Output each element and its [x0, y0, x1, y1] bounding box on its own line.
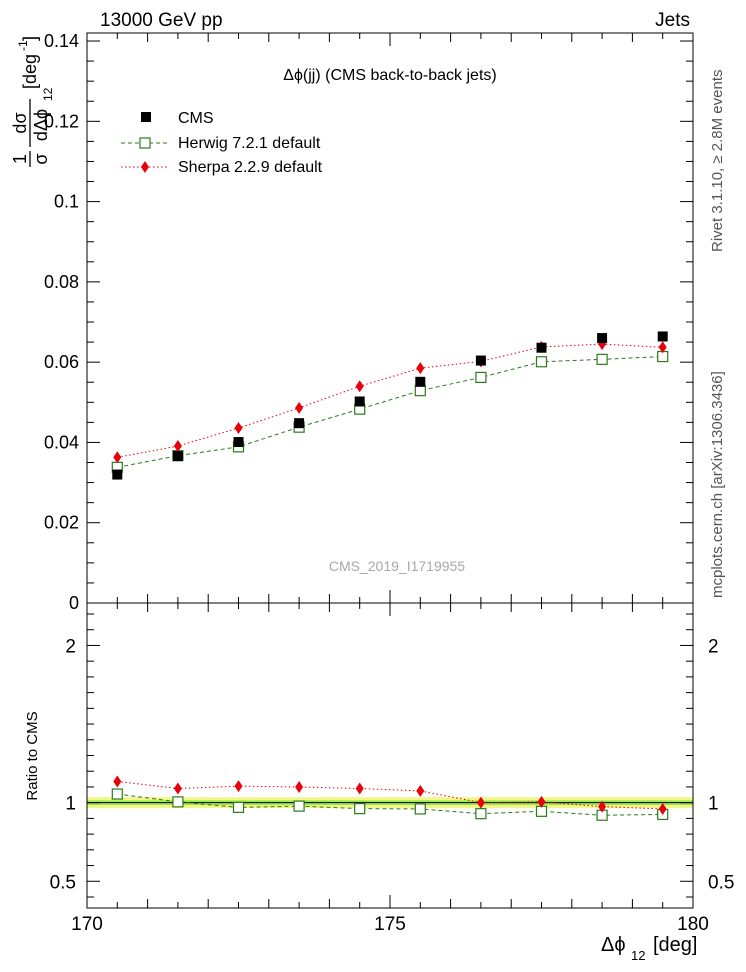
sherpa-main-point [295, 401, 304, 414]
sherpa-main-point [173, 440, 182, 453]
sherpa-main-point [416, 362, 425, 375]
ylabel-unit: [deg [20, 54, 40, 89]
ratio-y-tick-label: 0.5 [50, 872, 76, 893]
ylabel-prefix-den: σ [31, 153, 51, 164]
xlabel-sub: 12 [631, 948, 645, 963]
x-tick-label: 175 [374, 914, 406, 935]
sherpa-main-line [117, 343, 663, 458]
cms-main-point [415, 376, 426, 387]
cms-main-point [597, 333, 608, 344]
sherpa-ratio-line [117, 780, 663, 810]
cms-main-point [657, 331, 668, 342]
cms-main-point [475, 355, 486, 366]
sherpa-ratio-point [355, 782, 364, 795]
ratio-y-tick-label-right: 1 [708, 794, 719, 815]
sherpa-ratio-point [537, 795, 546, 808]
ratio-y-axis-title: Ratio to CMS [24, 711, 41, 800]
herwig-ratio-point [414, 803, 426, 815]
ylabel-frac-num: dσ [10, 112, 30, 133]
x-tick-label: 170 [71, 914, 103, 935]
main-y-tick-label: 0.08 [44, 272, 79, 292]
sherpa-ratio-point [234, 780, 243, 793]
main-y-tick-label: 0.06 [44, 352, 79, 372]
herwig-ratio-point [111, 788, 123, 800]
herwig-ratio-point [354, 803, 366, 815]
ratio-panel: 0.5 0.5 1 1 2 2 170 175 180 Ratio to CMS [24, 602, 734, 935]
sherpa-ratio-point [598, 800, 607, 813]
cms-main-point [536, 342, 547, 353]
rivet-info: Rivet 3.1.10, ≥ 2.8M events [709, 70, 726, 253]
sherpa-ratio-point [416, 784, 425, 797]
herwig-main-line [117, 356, 663, 468]
cms-main-point [354, 396, 365, 407]
main-y-tick-label: 0.14 [44, 31, 79, 51]
legend-marker-sherpa [141, 161, 149, 173]
main-y-tick-label: 0.02 [44, 513, 79, 533]
main-y-tick-label: 0 [69, 593, 79, 613]
x-tick-label: 180 [677, 914, 709, 935]
ylabel-sub: 12 [41, 87, 55, 101]
mcplots-info: mcplots.cern.ch [arXiv:1306.3436] [709, 371, 726, 598]
xlabel-main: Δϕ [601, 934, 626, 956]
ratio-frame [86, 602, 694, 909]
sherpa-ratio-point [113, 775, 122, 788]
main-y-axis-title: 1 σ dσ dΔϕ 12 [deg -1 ] [10, 36, 55, 167]
cms-main-point [294, 418, 305, 429]
ratio-y-axis: 0.5 0.5 1 1 2 2 [50, 613, 734, 898]
legend-marker-cms [141, 112, 151, 122]
ratio-series-layer [111, 775, 669, 821]
ylabel-frac-den: dΔϕ [31, 109, 51, 141]
ratio-x-axis: 170 175 180 [71, 603, 709, 935]
header-left: 13000 GeV pp [100, 10, 223, 31]
herwig-ratio-point [172, 796, 184, 808]
main-x-ticks [86, 33, 694, 603]
ylabel-prefix-num: 1 [10, 154, 30, 164]
sherpa-main-point [113, 451, 122, 464]
cms-main-point [233, 437, 244, 448]
analysis-watermark: CMS_2019_I1719955 [329, 558, 465, 574]
ylabel-unit-close: ] [20, 36, 40, 41]
sherpa-main-point [658, 341, 667, 354]
sherpa-ratio-point [295, 780, 304, 793]
sherpa-ratio-point [476, 796, 485, 809]
sherpa-main-point [234, 421, 243, 434]
legend-label-herwig: Herwig 7.2.1 default [178, 135, 321, 152]
herwig-main-point [535, 356, 548, 368]
herwig-ratio-point [232, 801, 245, 813]
cms-main-point [112, 469, 123, 480]
herwig-main-point [596, 353, 608, 365]
herwig-ratio-point [475, 808, 487, 820]
sherpa-main-point [355, 380, 364, 393]
legend-label-cms: CMS [178, 110, 214, 127]
ratio-y-tick-label: 1 [65, 794, 76, 815]
xlabel-unit: [deg] [653, 934, 697, 956]
sherpa-ratio-point [173, 782, 182, 795]
chart-title: Δϕ(jj) (CMS back-to-back jets) [283, 67, 496, 84]
herwig-main-point [475, 371, 487, 384]
legend: CMS Herwig 7.2.1 default Sherpa 2.2.9 de… [121, 110, 323, 176]
herwig-ratio-point [293, 800, 305, 812]
cms-main-point [172, 451, 183, 462]
herwig-ratio-line [117, 793, 663, 816]
legend-marker-herwig [139, 137, 151, 149]
main-y-tick-label: 0.12 [44, 111, 79, 131]
main-y-tick-label: 0.1 [54, 192, 79, 212]
ratio-y-tick-label-right: 2 [708, 636, 719, 657]
legend-label-sherpa: Sherpa 2.2.9 default [178, 159, 323, 176]
sherpa-ratio-point [658, 802, 667, 815]
main-series-layer [111, 331, 669, 480]
main-y-axis: 0 0.02 0.04 0.06 0.08 0.1 0.12 0.14 [44, 31, 693, 613]
herwig-main-point [414, 385, 426, 397]
ratio-y-tick-label: 2 [65, 636, 76, 657]
main-panel: 0 0.02 0.04 0.06 0.08 0.1 0.12 0.14 Δϕ(jj) (CMS… [10, 31, 694, 613]
x-axis-title: Δϕ 12 [deg] [601, 934, 697, 963]
main-y-tick-label: 0.04 [44, 432, 79, 452]
header-right: Jets [655, 10, 690, 31]
ratio-y-tick-label-right: 0.5 [708, 872, 734, 893]
ylabel-unit-exp: -1 [16, 40, 30, 51]
